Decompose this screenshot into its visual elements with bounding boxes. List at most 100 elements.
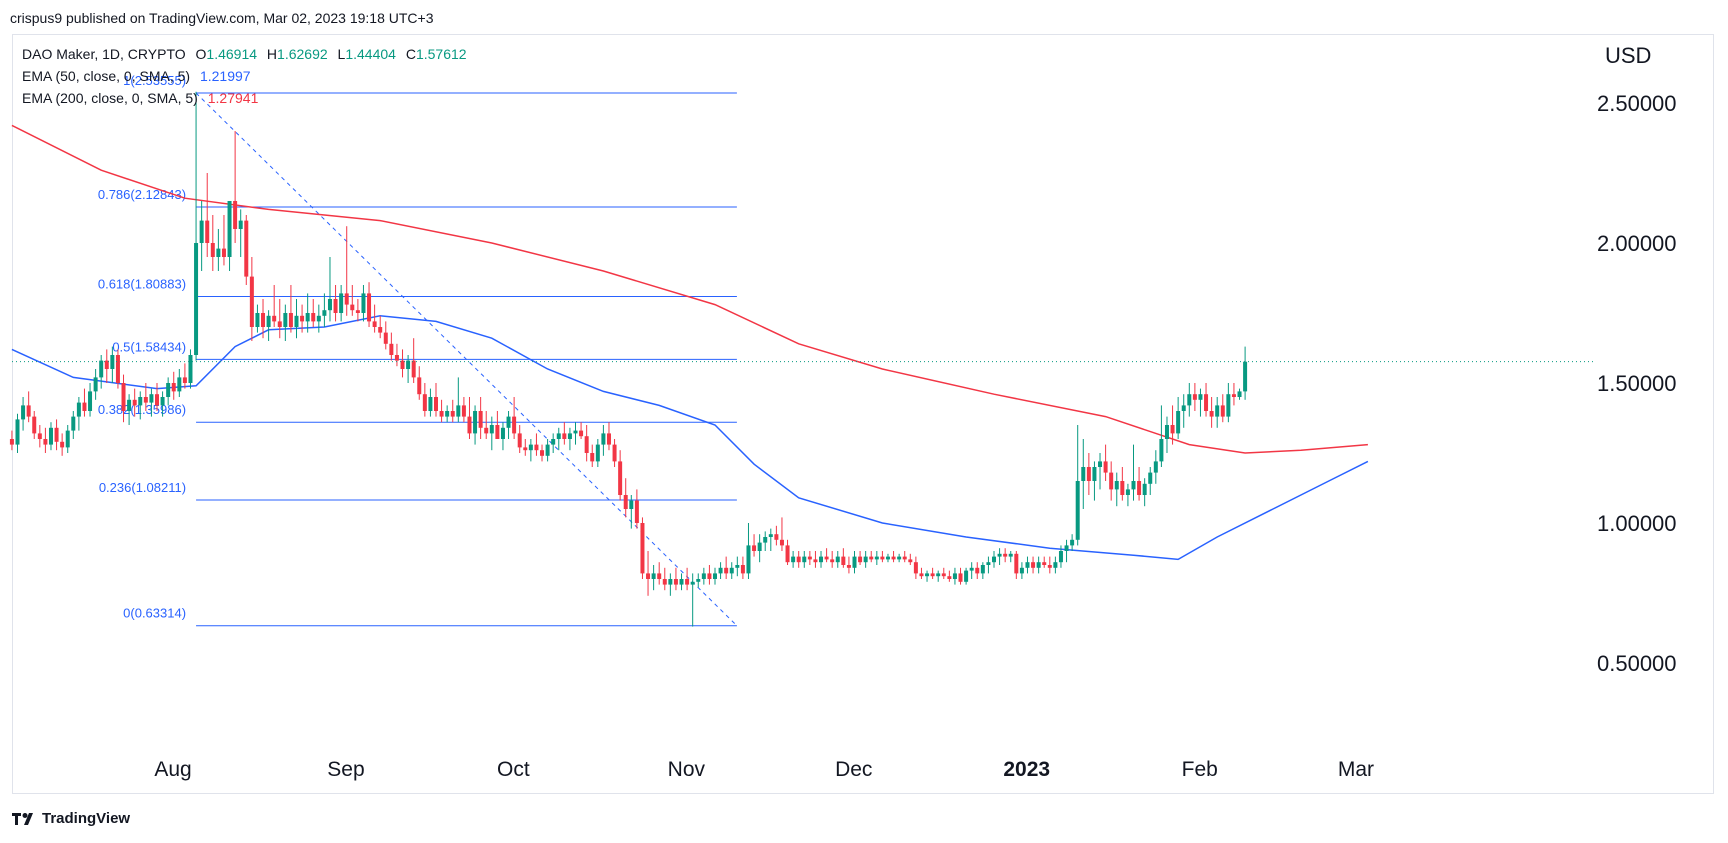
candle-body [300,315,305,322]
candle-body [612,444,617,462]
candle-body [590,453,595,462]
candle-body [1231,394,1236,397]
candle-body [383,332,388,344]
candle-body [1014,553,1019,574]
candle-body [1220,405,1225,417]
candle-body [434,397,438,411]
candle-body [1042,562,1047,565]
ema200-path [11,124,1368,454]
candle-body [941,573,946,577]
candle-body [333,299,338,313]
candle-body [696,579,701,582]
candle-body [573,430,578,434]
candle-body [913,562,918,574]
candle-body [679,579,684,585]
candle-body [461,405,466,417]
candle-body [796,556,801,563]
candle-body [668,579,673,585]
candle-body [166,383,171,397]
candle-body [1019,567,1024,574]
candle-body [283,313,288,327]
candle-body [9,439,14,445]
x-tick-label: 2023 [1003,758,1050,781]
candle-body [562,433,567,439]
open-key: O [195,46,207,62]
candle-body [545,444,550,456]
candle-body [127,399,132,411]
symbol-label[interactable]: DAO Maker, 1D, CRYPTO [22,46,186,62]
candle-body [1176,411,1181,434]
candle-body [595,444,600,462]
tradingview-footer[interactable]: TradingView [12,810,130,827]
candle-body [473,411,478,434]
candle-body [986,562,991,565]
candle-body [484,427,489,434]
candle-body [1181,405,1186,411]
candle-body [567,433,572,439]
candle-body [623,495,628,509]
candle-body [1204,394,1209,411]
candle-body [858,556,863,563]
candle-body [445,411,450,417]
legend-ema200-row: EMA (200, close, 0, SMA, 5) 1.27941 [22,87,467,109]
candle-body [774,534,779,540]
candle-body [1047,565,1052,568]
candle-body [21,405,26,420]
candle-body [26,405,31,417]
candle-body [601,433,606,445]
chart-frame [12,34,1714,794]
candle-body [947,576,952,579]
candle-body [1114,481,1119,490]
candle-body [517,433,522,448]
candle-body [43,439,48,445]
ema50-label[interactable]: EMA (50, close, 0, SMA, 5) [22,68,191,84]
candle-body [952,573,957,579]
candle-body [757,542,762,551]
candle-body [121,383,126,411]
candle-body [76,402,81,417]
fib-level-label: 0.5(1.58434) [112,339,186,354]
candle-body [255,313,260,327]
candle-body [1170,425,1175,434]
candle-body [1131,481,1136,490]
candle-body [556,433,561,439]
candle-body [740,565,745,574]
candle-body [288,313,293,327]
candle-body [785,545,790,563]
candle-body [367,293,372,322]
x-tick-label: Mar [1338,758,1374,781]
close-key: C [405,46,416,62]
candle-body [54,427,59,442]
candle-body [199,220,204,243]
candle-body [171,383,176,392]
ema200-label[interactable]: EMA (200, close, 0, SMA, 5) [22,90,198,106]
candle-body [1153,461,1158,473]
candle-body [824,556,829,560]
publisher-line: crispus9 published on TradingView.com, M… [10,10,434,26]
candle-body [1159,439,1164,462]
candle-body [439,411,444,417]
ema200-value: 1.27941 [207,90,259,106]
legend-symbol-row: DAO Maker, 1D, CRYPTO O1.46914 H1.62692 … [22,43,467,65]
candle-body [1058,551,1063,563]
time-axis[interactable]: Aug Sep Oct Nov Dec 2023 Feb Mar [154,758,1374,781]
candle-body [1137,481,1142,495]
candle-body [93,377,98,392]
candle-body [1237,391,1242,397]
candle-body [1086,467,1091,481]
candle-body [104,360,109,369]
candle-body [1098,461,1103,467]
candle-body [718,567,723,574]
candle-body [1053,562,1058,568]
price-axis[interactable]: USD 2.50000 2.00000 1.50000 1.00000 0.50000 [1597,43,1677,676]
candle-body [579,430,584,437]
candle-body [361,293,366,313]
candle-body [1031,562,1036,568]
candle-body [188,355,193,383]
low-value: 1.44404 [345,46,396,62]
candle-body [182,377,187,383]
fibonacci-retracement[interactable]: 1(2.53555)0.786(2.12843)0.618(1.80883)0.… [98,73,738,627]
tradingview-logo-icon [12,812,33,825]
candle-body [32,416,37,434]
